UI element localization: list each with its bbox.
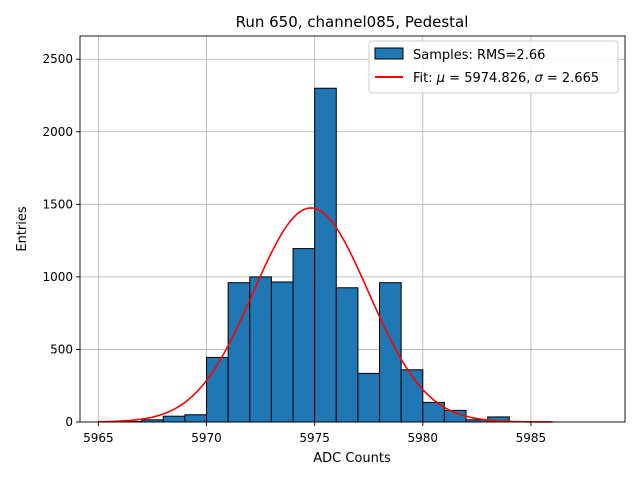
y-tick-label: 2500 [42, 52, 73, 66]
x-tick-label: 5985 [516, 431, 547, 445]
chart-title: Run 650, channel085, Pedestal [236, 13, 469, 31]
y-tick-label: 500 [50, 342, 73, 356]
legend: Samples: RMS=2.66 Fit: μ = 5974.826, σ =… [368, 40, 619, 94]
legend-fit-mu-value: = 5974.826, [445, 71, 534, 86]
legend-fit-sigma-value: = 2.665 [543, 71, 599, 86]
fit-curve [98, 207, 553, 423]
histogram-bars [119, 87, 532, 423]
legend-fit-prefix: Fit: [413, 71, 437, 86]
x-tick-label: 5965 [83, 431, 114, 445]
histogram-bar [206, 356, 229, 423]
y-tick-label: 1500 [42, 197, 73, 211]
legend-fit-label: Fit: μ = 5974.826, σ = 2.665 [413, 71, 599, 86]
histogram-bar [314, 87, 337, 423]
histogram-bar [357, 372, 381, 423]
histogram-bar [184, 414, 208, 423]
histogram-bar [335, 287, 359, 423]
legend-box [368, 40, 619, 94]
x-tick-label: 5970 [191, 431, 222, 445]
y-axis-ticks: 0 500 1000 1500 2000 2500 [42, 52, 80, 429]
histogram-bar [162, 415, 186, 423]
y-axis-label: Entries [15, 206, 30, 252]
legend-histogram-swatch [374, 47, 404, 60]
plot-frame [79, 35, 626, 423]
histogram-bar [249, 276, 272, 423]
legend-fit-sigma-symbol: σ [535, 71, 544, 86]
histogram-bar [292, 248, 316, 423]
x-axis-label: ADC Counts [313, 451, 391, 466]
x-tick-label: 5975 [299, 431, 330, 445]
y-tick-label: 2000 [42, 125, 73, 139]
legend-fit-mu-symbol: μ [436, 71, 445, 86]
x-axis-ticks: 5965 5970 5975 5980 5985 [83, 422, 546, 445]
histogram-bar [270, 281, 294, 423]
histogram-bar [400, 369, 424, 423]
y-tick-label: 1000 [42, 270, 73, 284]
y-tick-label: 0 [65, 415, 73, 429]
x-tick-label: 5980 [408, 431, 439, 445]
histogram-bar [227, 282, 251, 423]
legend-histogram-label: Samples: RMS=2.66 [413, 48, 545, 63]
